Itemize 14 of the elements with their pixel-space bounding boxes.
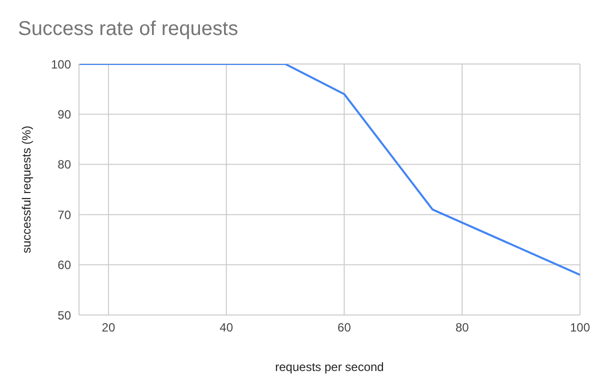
x-tick-label: 100	[570, 320, 590, 335]
y-tick-label: 50	[58, 308, 72, 322]
x-axis-title: requests per second	[275, 360, 384, 374]
y-tick-label: 60	[58, 258, 72, 272]
x-tick-label: 40	[220, 320, 234, 335]
x-tick-label: 60	[338, 320, 352, 335]
y-tick-label: 100	[50, 57, 72, 72]
x-tick-label: 80	[455, 320, 470, 335]
chart-title: Success rate of requests	[18, 18, 238, 41]
y-tick-label: 80	[58, 158, 72, 172]
x-tick-label: 20	[102, 320, 116, 335]
y-tick-label: 90	[58, 107, 72, 122]
y-tick-label: 70	[58, 208, 72, 222]
y-axis-title: successful requests (%)	[19, 126, 34, 254]
